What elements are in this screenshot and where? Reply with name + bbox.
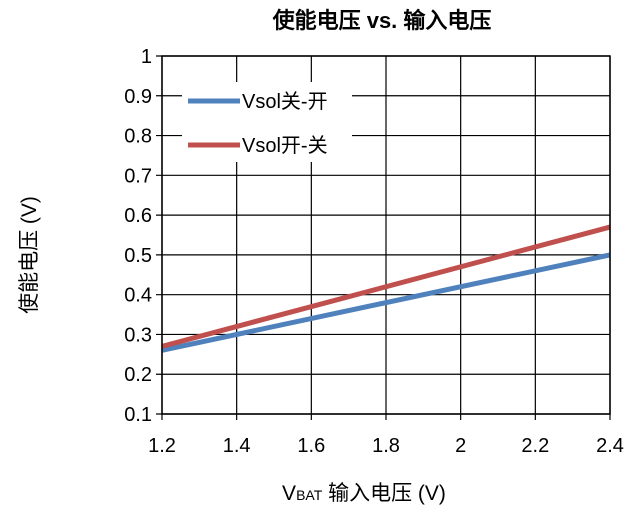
series-lines (161, 224, 611, 353)
y-axis-label: 使能电压 (V) (18, 196, 41, 314)
x-tick-label: 1.4 (223, 435, 251, 457)
y-tick-label: 0.6 (124, 205, 152, 227)
chart-title: 使能电压 vs. 输入电压 (272, 8, 492, 33)
legend-label-vsol-on-off: Vsol开-关 (242, 134, 328, 157)
y-tick-label: 1 (141, 46, 152, 68)
x-tick-label: 1.6 (297, 435, 325, 457)
x-tick-label: 2.4 (596, 435, 624, 457)
x-axis-label-rest: 输入电压 (V) (322, 482, 446, 505)
plot-frame (161, 55, 611, 415)
legend-label-vsol-off-on: Vsol关-开 (242, 90, 328, 113)
y-tick-label: 0.4 (124, 285, 152, 307)
legend-box (182, 82, 352, 162)
series-line-1 (161, 224, 611, 349)
y-tick-label: 0.5 (124, 245, 152, 267)
y-tick-label: 0.9 (124, 86, 152, 108)
x-axis-label-subscript: BAT (296, 487, 323, 503)
y-tick-label: 0.1 (124, 404, 152, 426)
series-line-0 (161, 252, 611, 353)
x-tick-label: 2 (455, 435, 466, 457)
y-tick-label: 0.7 (124, 165, 152, 187)
x-tick-label: 1.8 (372, 435, 400, 457)
x-tick-label: 1.2 (148, 435, 176, 457)
x-axis-label: VBAT 输入电压 (V) (282, 482, 446, 505)
y-tick-label: 0.8 (124, 126, 152, 148)
x-tick-label: 2.2 (521, 435, 549, 457)
x-axis-label-prefix: V (282, 482, 296, 505)
tick-labels: 1.2 1.4 1.6 1.8 2 2.2 2.4 1 0.9 0.8 0.7 0.6 0.5 0.4 0.… (124, 46, 624, 457)
legend: Vsol关-开 Vsol开-关 (182, 82, 352, 162)
y-tick-label: 0.3 (124, 324, 152, 346)
y-tick-label: 0.2 (124, 364, 152, 386)
